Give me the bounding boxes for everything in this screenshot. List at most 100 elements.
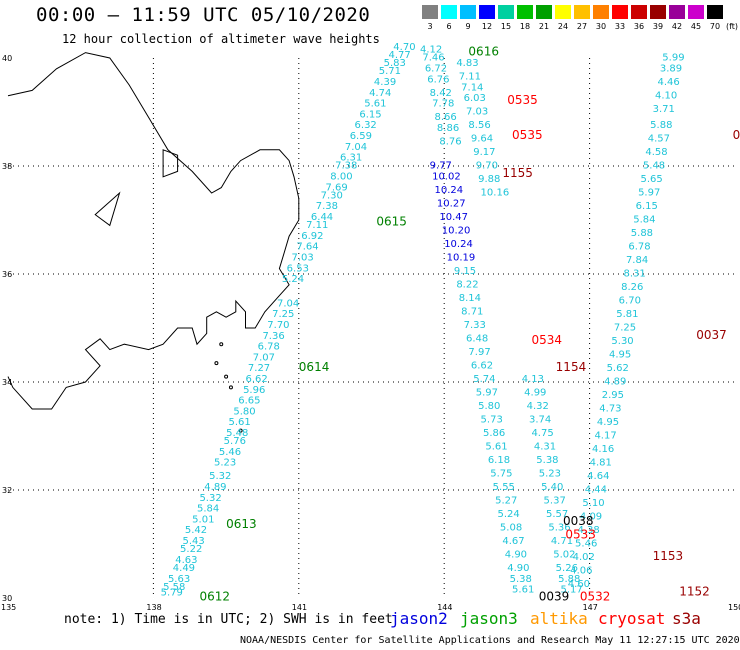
legend-swatch — [479, 5, 495, 19]
wave-height-label: 4.39 — [374, 77, 396, 88]
izu-island — [214, 361, 219, 366]
sado-island — [162, 149, 179, 178]
izu-island — [238, 428, 243, 433]
wave-height-label: 5.26 — [556, 563, 578, 574]
wave-height-label: 5.57 — [546, 509, 568, 520]
wave-height-label: 4.09 — [580, 512, 602, 523]
wave-height-label: 4.67 — [502, 536, 524, 547]
wave-height-label: 6.53 — [287, 263, 309, 274]
wave-height-label: 4.83 — [456, 58, 478, 69]
wave-height-label: 7.14 — [461, 82, 483, 93]
legend-swatch — [555, 5, 571, 19]
wave-height-label: 4.89 — [604, 377, 626, 388]
wave-height-label: 5.97 — [476, 388, 498, 399]
wave-height-label: 7.69 — [325, 182, 347, 193]
wave-height-label: 5.65 — [640, 174, 662, 185]
wave-height-label: 8.26 — [621, 282, 643, 293]
wave-height-label: 6.15 — [636, 201, 658, 212]
wave-height-label: 5.38 — [510, 574, 532, 585]
wave-height-label: 4.16 — [592, 444, 614, 455]
wave-height-label: 3.71 — [653, 104, 675, 115]
satellite-jason2: jason2 — [390, 609, 448, 628]
legend-swatch — [631, 5, 647, 19]
legend-swatch — [536, 5, 552, 19]
wave-height-label: 7.97 — [468, 347, 490, 358]
wave-height-label: 6.78 — [258, 342, 280, 353]
lon-label: 147 — [583, 603, 598, 612]
pass-time-label: 0534 — [531, 333, 562, 347]
pass-time-label: 0616 — [468, 44, 499, 58]
wave-height-label: 5.63 — [168, 574, 190, 585]
wave-height-label: 5.23 — [214, 458, 236, 469]
pass-time-label: 1152 — [679, 584, 710, 598]
wave-height-label: 5.86 — [483, 428, 505, 439]
wave-height-label: 5.22 — [180, 544, 202, 555]
legend-label: 45 — [690, 22, 702, 31]
wave-height-label: 6.59 — [350, 131, 372, 142]
satellite-s3a: s3a — [672, 609, 701, 628]
wave-height-label: 4.57 — [648, 134, 670, 145]
wave-height-label: 4.90 — [507, 563, 529, 574]
lat-label: 32 — [2, 486, 12, 495]
pass-time-label: 1155 — [502, 166, 533, 180]
wave-height-label: 5.58 — [163, 582, 185, 593]
wave-height-label: 4.71 — [551, 536, 573, 547]
wave-height-label: 6.44 — [311, 212, 333, 223]
wave-height-label: 5.62 — [607, 363, 629, 374]
wave-height-label: 8.76 — [439, 136, 461, 147]
wave-height-label: 4.17 — [594, 431, 616, 442]
pass-time-label: 0535 — [507, 93, 538, 107]
pass-time-label: 0038 — [563, 514, 594, 528]
wave-height-label: 3.74 — [529, 415, 551, 426]
wave-height-label: 4.12 — [420, 45, 442, 56]
wave-height-label: 10.16 — [481, 188, 510, 199]
pass-time-label: 0614 — [299, 360, 330, 374]
wave-height-label: 5.99 — [662, 53, 684, 64]
wave-height-label: 9.70 — [476, 161, 498, 172]
wave-height-label: 7.64 — [296, 242, 318, 253]
wave-height-label: 5.96 — [243, 385, 265, 396]
wave-height-label: 5.32 — [199, 493, 221, 504]
pass-time-label: 0612 — [199, 590, 230, 604]
wave-height-label: 5.24 — [282, 274, 304, 285]
wave-height-label: 4.75 — [531, 428, 553, 439]
wave-height-label: 5.61 — [364, 99, 386, 110]
wave-height-label: 5.43 — [182, 536, 204, 547]
wave-height-label: 4.89 — [204, 482, 226, 493]
wave-height-label: 7.46 — [422, 53, 444, 64]
wave-height-label: 9.64 — [471, 134, 493, 145]
wave-height-label: 5.37 — [544, 496, 566, 507]
satellite-jason3: jason3 — [460, 609, 518, 628]
wave-height-label: 7.78 — [432, 99, 454, 110]
noto-peninsula — [94, 191, 121, 227]
wave-height-label: 6.65 — [238, 396, 260, 407]
wave-height-label: 7.11 — [459, 72, 481, 83]
legend-swatch — [650, 5, 666, 19]
wave-height-label: 5.80 — [233, 406, 255, 417]
wave-height-label: 6.32 — [355, 120, 377, 131]
wave-height-label: 7.04 — [277, 298, 299, 309]
legend-swatch — [707, 5, 723, 19]
wave-height-label: 5.97 — [638, 188, 660, 199]
wave-height-label: 8.86 — [437, 123, 459, 134]
wave-height-label: 5.10 — [582, 498, 604, 509]
wave-height-label: 7.33 — [464, 320, 486, 331]
lat-label: 36 — [2, 270, 12, 279]
honshu-coast — [7, 52, 300, 410]
legend-label: 9 — [465, 22, 471, 31]
wave-height-label: 5.80 — [478, 401, 500, 412]
wave-height-label: 10.02 — [432, 172, 461, 183]
lat-label: 34 — [2, 378, 12, 387]
lon-label: 138 — [146, 603, 161, 612]
satellite-cryosat: cryosat — [598, 609, 666, 628]
wave-height-label: 5.55 — [493, 482, 515, 493]
wave-height-label: 4.02 — [573, 552, 595, 563]
pass-time-label: 0039 — [539, 590, 570, 604]
wave-height-label: 10.19 — [447, 253, 476, 264]
pass-time-label: 0613 — [226, 517, 257, 531]
wave-height-label: 7.11 — [306, 220, 328, 231]
legend-swatch — [612, 5, 628, 19]
wave-height-label: 4.99 — [524, 388, 546, 399]
wave-height-label: 4.10 — [655, 91, 677, 102]
